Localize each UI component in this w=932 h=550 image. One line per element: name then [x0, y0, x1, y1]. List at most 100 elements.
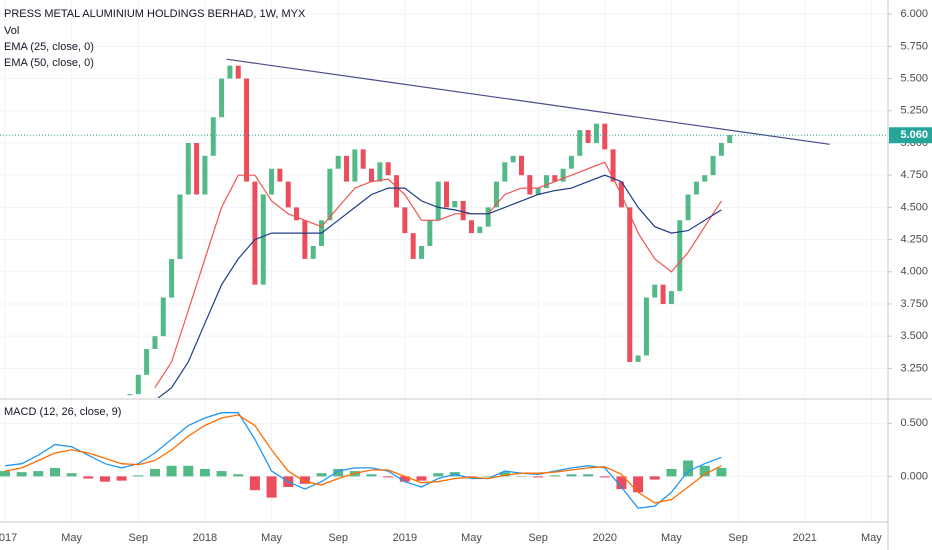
macd-histogram-bar: [183, 465, 194, 477]
y-tick-label: 3.750: [900, 298, 928, 310]
macd-histogram-bar: [649, 476, 660, 480]
ema-line: [157, 174, 722, 398]
x-tick-label: Sep: [328, 532, 348, 544]
macd-histogram-bar: [266, 476, 277, 498]
macd-histogram-bar: [716, 467, 727, 477]
macd-histogram-bar: [49, 467, 60, 477]
candle: [702, 175, 708, 182]
candle: [185, 142, 191, 195]
candle: [510, 155, 516, 163]
candle: [685, 194, 691, 221]
candle: [643, 297, 649, 356]
chart-title: PRESS METAL ALUMINIUM HOLDINGS BERHAD, 1…: [4, 8, 306, 20]
candle: [169, 258, 175, 298]
candle: [668, 291, 674, 304]
candle: [344, 155, 350, 182]
candle: [194, 142, 200, 195]
y-tick-label: 5.750: [900, 40, 928, 52]
y-tick-label: 4.500: [900, 201, 928, 213]
candle: [502, 162, 508, 182]
macd-histogram-bar: [249, 476, 260, 491]
candle: [310, 246, 316, 259]
candle: [260, 194, 266, 285]
candle: [552, 175, 558, 182]
candle: [602, 123, 608, 150]
macd-histogram-bar: [516, 476, 527, 477]
candle: [144, 349, 150, 375]
candle: [627, 207, 633, 362]
macd-histogram-bar: [399, 476, 410, 482]
candle: [493, 181, 499, 208]
macd-histogram-bar: [149, 468, 160, 477]
candle: [710, 155, 716, 176]
volume-label: Vol: [4, 25, 19, 37]
candle: [560, 168, 566, 182]
candle: [377, 162, 383, 182]
x-tick-label: May: [261, 532, 282, 544]
candle: [235, 65, 241, 79]
macd-histogram-bar: [316, 473, 327, 477]
candle: [652, 284, 658, 298]
candle: [369, 168, 375, 182]
candle: [244, 78, 250, 182]
candle: [435, 181, 441, 221]
y-tick-label: 6.000: [900, 8, 928, 20]
x-tick-label: 2017: [0, 532, 17, 544]
candle: [360, 149, 366, 169]
macd-histogram-bar: [666, 468, 677, 477]
macd-histogram-bar: [616, 476, 627, 490]
macd-histogram-bar: [433, 473, 444, 477]
x-tick-label: 2020: [593, 532, 617, 544]
y-tick-label: 5.500: [900, 72, 928, 84]
candle: [269, 168, 275, 195]
candle: [427, 220, 433, 247]
x-tick-label: Sep: [528, 532, 548, 544]
candle: [452, 200, 458, 208]
macd-histogram-bar: [533, 476, 544, 478]
candle: [568, 155, 574, 169]
candle: [727, 135, 733, 143]
candle: [543, 175, 549, 189]
candle: [410, 233, 416, 259]
x-tick-label: May: [461, 532, 482, 544]
last-price-label: 5.060: [900, 129, 928, 141]
candle: [210, 117, 216, 156]
y-tick-label: 0.000: [900, 470, 928, 482]
macd-histogram-bar: [33, 471, 44, 477]
macd-histogram-bar: [333, 468, 344, 477]
macd-histogram-bar: [216, 471, 227, 477]
candle: [444, 181, 449, 208]
y-tick-label: 4.000: [900, 266, 928, 278]
x-tick-label: 2021: [792, 532, 816, 544]
candle: [585, 130, 591, 143]
candle: [352, 149, 358, 182]
candle: [468, 220, 474, 234]
y-tick-label: 4.750: [900, 169, 928, 181]
candle: [535, 188, 541, 195]
candle: [485, 207, 491, 227]
x-tick-label: 2019: [393, 532, 417, 544]
macd-histogram-bar: [116, 476, 127, 481]
candle: [127, 394, 133, 396]
candle: [219, 78, 225, 118]
candle: [394, 175, 400, 208]
candle: [593, 123, 599, 143]
candle: [335, 155, 341, 169]
trendline: [226, 58, 830, 145]
macd-histogram-bar: [633, 476, 644, 493]
candle: [677, 220, 683, 292]
y-tick-label: 5.250: [900, 105, 928, 117]
candle: [135, 374, 141, 395]
candle: [160, 297, 166, 337]
ema-line: [154, 161, 722, 389]
candle: [402, 207, 408, 234]
macd-histogram-bar: [549, 475, 560, 477]
macd-histogram-bar: [566, 474, 577, 477]
macd-histogram-bar: [233, 474, 244, 477]
candle: [294, 207, 300, 221]
candle: [302, 220, 308, 259]
macd-histogram-bar: [416, 476, 427, 481]
candle: [177, 194, 183, 259]
y-tick-label: 3.500: [900, 330, 928, 342]
x-tick-label: May: [661, 532, 682, 544]
